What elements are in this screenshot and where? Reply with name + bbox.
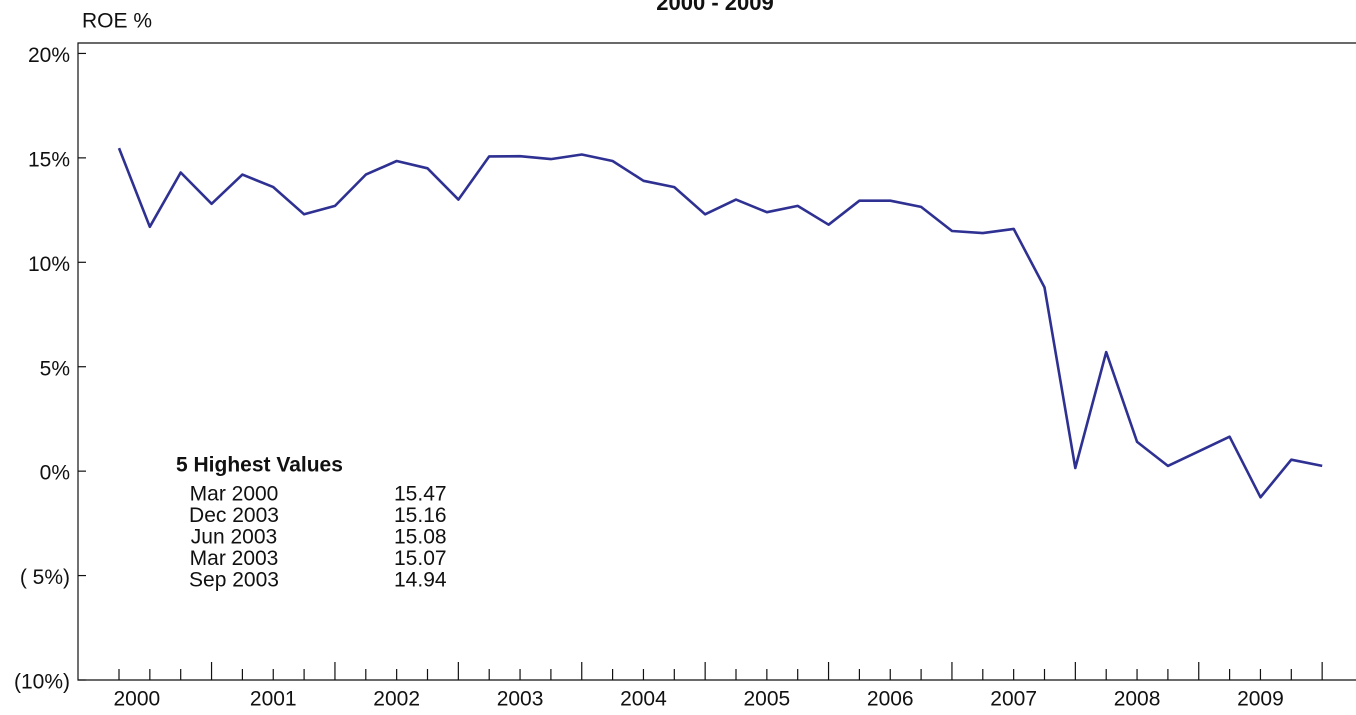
x-tick-label: 2004: [620, 688, 667, 711]
annotation-value: 15.08: [394, 526, 447, 549]
x-tick-label: 2007: [990, 688, 1037, 711]
x-tick-label: 2003: [497, 688, 544, 711]
annotation-value: 14.94: [394, 569, 447, 592]
y-tick-label: (10%): [14, 671, 70, 694]
y-tick-label: 15%: [28, 148, 70, 171]
y-tick-label: ( 5%): [20, 566, 70, 589]
x-tick-label: 2008: [1114, 688, 1161, 711]
annotation-date: Mar 2003: [190, 547, 279, 570]
y-tick-label: 20%: [28, 44, 70, 67]
annotation-date: Dec 2003: [189, 504, 279, 527]
x-tick-label: 2005: [743, 688, 790, 711]
y-tick-label: 5%: [40, 357, 70, 380]
annotation-value: 15.07: [394, 547, 447, 570]
annotation-date: Mar 2000: [190, 483, 279, 506]
annotation-value: 15.16: [394, 504, 447, 527]
x-tick-label: 2009: [1237, 688, 1284, 711]
x-tick-label: 2001: [250, 688, 297, 711]
annotation-date: Sep 2003: [189, 569, 279, 592]
y-tick-label: 0%: [40, 462, 70, 485]
x-tick-label: 2006: [867, 688, 914, 711]
line-series: [117, 147, 1323, 499]
annotation-title: 5 Highest Values: [176, 454, 343, 477]
y-tick-label: 10%: [28, 253, 70, 276]
x-tick-label: 2002: [373, 688, 420, 711]
y-axis-label: ROE %: [82, 10, 152, 33]
chart-title: 2000 - 2009: [656, 0, 773, 15]
annotation-date: Jun 2003: [191, 526, 277, 549]
x-tick-label: 2000: [113, 688, 160, 711]
plot-frame: [77, 42, 1356, 681]
annotation-value: 15.47: [394, 483, 447, 506]
